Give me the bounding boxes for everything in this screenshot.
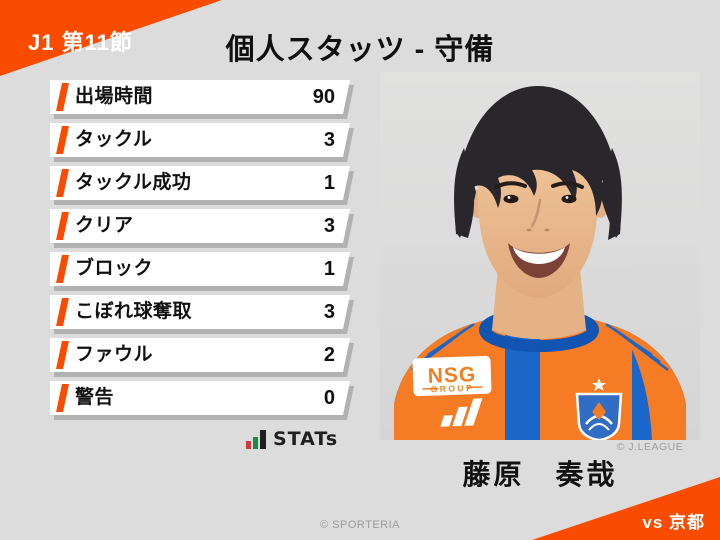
player-photo: NSG GROUP: [380, 72, 700, 442]
stat-value: 3: [323, 215, 335, 237]
stat-row: ファウル 2: [50, 338, 358, 378]
row-body: タックル成功 1: [50, 166, 350, 200]
stat-label: ファウル: [75, 344, 154, 365]
accent-stripe: [56, 83, 69, 111]
stat-label: 出場時間: [75, 86, 154, 107]
row-body: ブロック 1: [50, 252, 350, 286]
stats-logo-label: STATs: [273, 428, 339, 450]
accent-stripe: [56, 384, 69, 412]
stat-row: 出場時間 90: [50, 80, 358, 120]
player-illustration: NSG GROUP: [380, 72, 700, 442]
bar-chart-icon: [246, 430, 266, 449]
stat-label: ブロック: [75, 258, 154, 279]
stat-row: 警告 0: [50, 381, 358, 421]
stats-logo: STATs: [246, 429, 338, 449]
page-title: 個人スタッツ - 守備: [225, 34, 495, 66]
adidas-logo-icon: [440, 398, 483, 427]
bar-dark: [260, 430, 266, 449]
stat-label: 警告: [75, 387, 115, 408]
opponent-badge-label: vs 京都: [642, 513, 705, 532]
bar-red: [246, 441, 251, 449]
accent-stripe: [56, 341, 69, 369]
stat-value: 1: [323, 172, 335, 194]
accent-stripe: [56, 169, 69, 197]
stat-row: タックル 3: [50, 123, 358, 163]
player-hair-side: [600, 148, 622, 238]
player-hair-side: [454, 148, 476, 238]
row-body: 警告 0: [50, 381, 350, 415]
stat-label: こぼれ球奪取: [75, 301, 193, 322]
player-hair: [455, 86, 621, 240]
row-body: 出場時間 90: [50, 80, 350, 114]
nsg-sponsor-patch: NSG GROUP: [412, 355, 492, 397]
round-badge-label: J1 第11節: [28, 30, 133, 55]
site-credit: © SPORTERIA: [319, 519, 401, 531]
stat-label: タックル成功: [75, 172, 192, 193]
stat-value: 1: [323, 258, 335, 280]
accent-stripe: [56, 255, 69, 283]
stat-value: 90: [312, 86, 335, 108]
row-body: こぼれ球奪取 3: [50, 295, 350, 329]
svg-text:NSG: NSG: [427, 363, 476, 388]
club-crest-icon: [575, 378, 623, 442]
bar-green: [253, 437, 258, 449]
row-body: クリア 3: [50, 209, 350, 243]
row-body: ファウル 2: [50, 338, 350, 372]
stat-value: 2: [323, 344, 335, 366]
accent-stripe: [56, 298, 69, 326]
stat-label: クリア: [75, 215, 134, 236]
stat-row: ブロック 1: [50, 252, 358, 292]
stat-value: 3: [323, 129, 335, 151]
accent-stripe: [56, 212, 69, 240]
stat-label: タックル: [75, 129, 153, 150]
photo-credit: © J.LEAGUE: [616, 441, 684, 453]
row-body: タックル 3: [50, 123, 350, 157]
stat-row: タックル成功 1: [50, 166, 358, 206]
stat-value: 0: [323, 387, 335, 409]
stat-value: 3: [323, 301, 335, 323]
accent-stripe: [56, 126, 69, 154]
player-facial-features: [494, 181, 584, 278]
player-name: 藤原 奏哉: [462, 459, 618, 490]
stat-row: こぼれ球奪取 3: [50, 295, 358, 335]
stat-row: クリア 3: [50, 209, 358, 249]
svg-text:GROUP: GROUP: [430, 383, 474, 395]
